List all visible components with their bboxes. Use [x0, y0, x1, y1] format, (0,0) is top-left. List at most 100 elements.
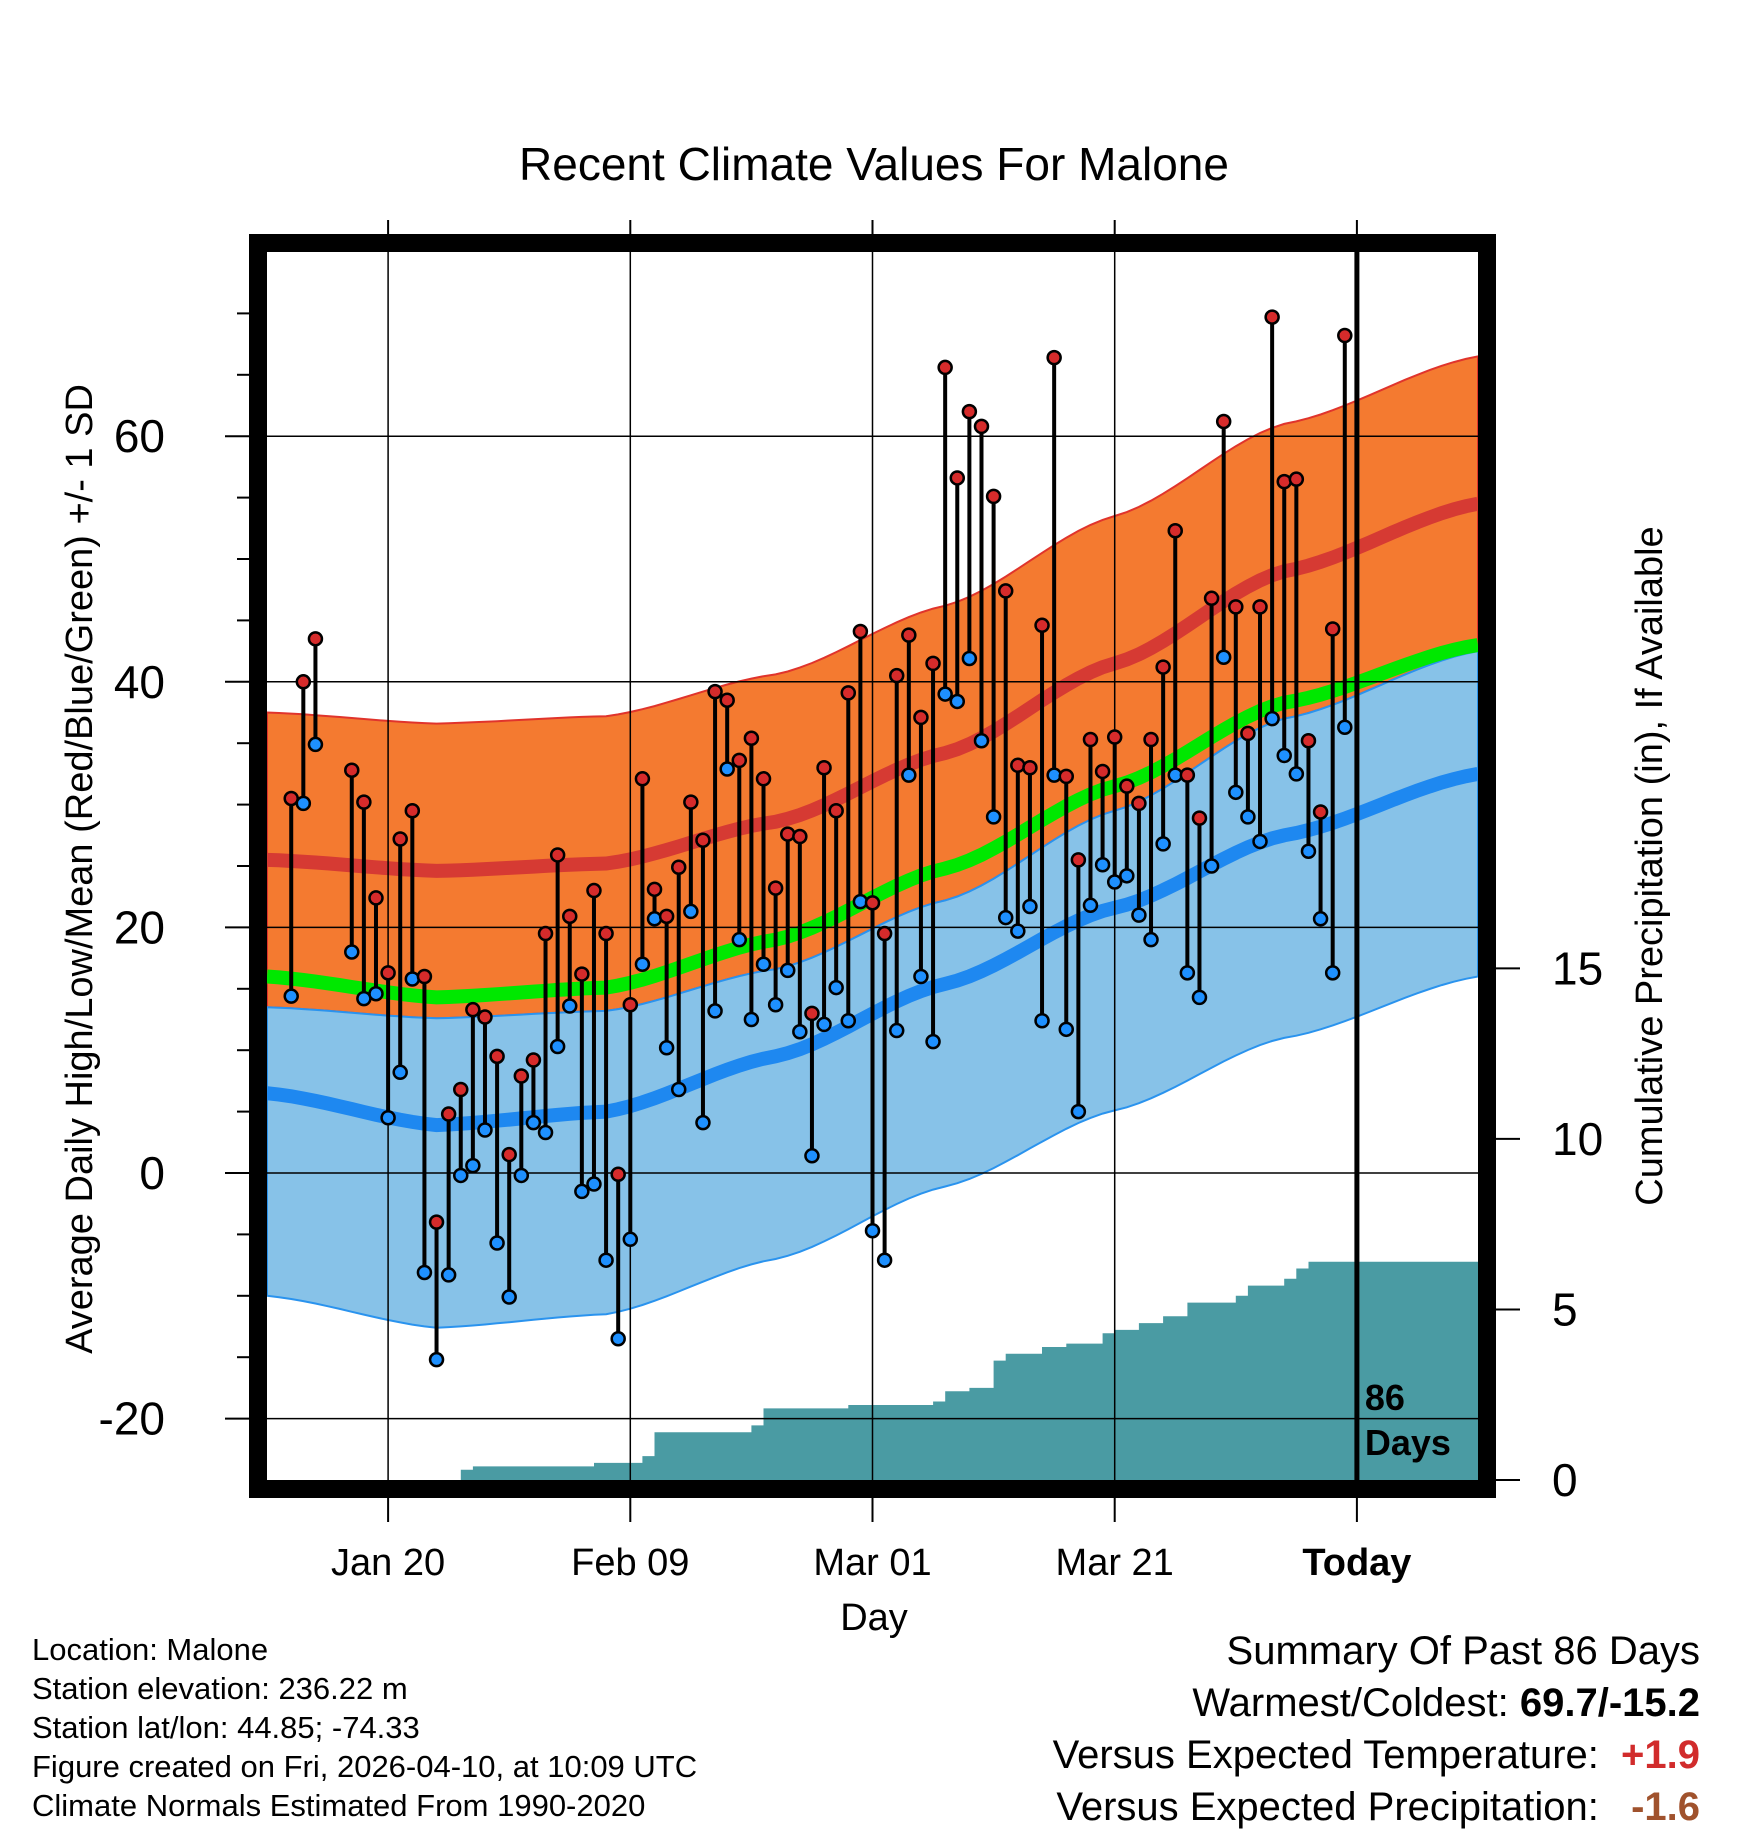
y-tick-label: 40 [114, 656, 165, 708]
daily-low-point [368, 985, 384, 1002]
daily-high-point [767, 880, 784, 896]
daily-low-point [1240, 809, 1256, 825]
daily-low-point [380, 1109, 396, 1126]
today-days-label: Days [1365, 1422, 1451, 1463]
daily-high-point [985, 488, 1002, 505]
daily-low-point [985, 809, 1002, 825]
daily-low-point [646, 911, 663, 927]
daily-high-point [683, 794, 699, 810]
daily-low-point [743, 1011, 760, 1028]
temp-label: Versus Expected Temperature: [1052, 1733, 1599, 1777]
daily-low-point [1276, 747, 1292, 764]
daily-high-point [1324, 621, 1341, 637]
daily-low-point [1228, 784, 1244, 801]
daily-low-point [344, 944, 360, 960]
daily-low-point [1070, 1103, 1087, 1120]
daily-high-point [1155, 659, 1171, 675]
daily-low-point [816, 1016, 832, 1033]
daily-low-point [670, 1081, 687, 1098]
daily-low-point [1119, 868, 1135, 884]
daily-high-point [1058, 768, 1075, 785]
daily-low-point [658, 1039, 675, 1056]
daily-high-point [416, 968, 433, 985]
info-normals: Climate Normals Estimated From 1990-2020 [32, 1788, 646, 1823]
daily-high-point [1046, 349, 1062, 366]
x-tick-label: Mar 21 [1056, 1542, 1174, 1584]
info-created: Figure created on Fri, 2026-04-10, at 10… [32, 1749, 698, 1784]
daily-high-point [295, 674, 312, 690]
info-elevation: Station elevation: 236.22 m [32, 1671, 408, 1706]
daily-high-point [840, 685, 857, 701]
daily-high-point [428, 1214, 445, 1230]
daily-high-point [658, 908, 675, 925]
daily-high-point [344, 762, 360, 778]
daily-low-point [549, 1038, 566, 1055]
daily-high-point [489, 1048, 505, 1065]
daily-high-point [501, 1146, 517, 1163]
y2-tick-label: 10 [1552, 1113, 1603, 1165]
daily-low-point [804, 1148, 820, 1164]
daily-low-point [1252, 833, 1268, 850]
daily-low-point [562, 998, 578, 1014]
daily-high-point [307, 631, 324, 647]
daily-low-point [683, 903, 699, 920]
daily-low-point [695, 1114, 711, 1131]
daily-high-point [549, 847, 566, 863]
daily-high-point [453, 1081, 469, 1098]
daily-low-point [1155, 836, 1171, 852]
daily-high-point [828, 802, 844, 819]
temp-value: +1.9 [1621, 1733, 1700, 1777]
summary-precip-row: Versus Expected Precipitation: -1.6 [1053, 1781, 1700, 1833]
daily-low-point [707, 1003, 723, 1019]
daily-high-point [1300, 732, 1317, 749]
daily-high-point [1215, 413, 1232, 430]
chart-title: Recent Climate Values For Malone [519, 138, 1229, 190]
daily-high-point [792, 828, 808, 845]
summary-warmest-row: Warmest/Coldest: 69.7/-15.2 [1053, 1677, 1700, 1729]
daily-low-point [574, 1183, 590, 1200]
daily-high-point [1010, 757, 1026, 774]
daily-low-point [719, 761, 735, 777]
daily-high-point [1034, 617, 1050, 634]
station-info: Location: Malone Station elevation: 236.… [32, 1630, 697, 1825]
daily-high-point [1022, 760, 1038, 776]
daily-low-point [1215, 649, 1232, 665]
daily-high-point [888, 667, 905, 684]
daily-low-point [840, 1012, 857, 1029]
daily-low-point [392, 1064, 408, 1081]
daily-low-point [828, 979, 844, 996]
summary-panel: Summary Of Past 86 Days Warmest/Coldest:… [1053, 1625, 1700, 1833]
summary-temp-row: Versus Expected Temperature: +1.9 [1053, 1729, 1700, 1781]
daily-high-point [598, 925, 614, 942]
daily-high-point [973, 418, 990, 435]
x-tick-label: Jan 20 [331, 1542, 445, 1584]
daily-high-point [997, 583, 1014, 599]
daily-high-point [634, 771, 651, 787]
daily-high-point [525, 1052, 542, 1068]
daily-low-point [731, 931, 748, 948]
daily-high-point [1191, 810, 1208, 826]
daily-low-point [1179, 965, 1196, 981]
daily-high-point [852, 623, 869, 640]
daily-low-point [1337, 719, 1353, 735]
daily-low-point [610, 1331, 626, 1347]
daily-low-point [283, 988, 299, 1004]
warmest-label: Warmest/Coldest: [1192, 1681, 1509, 1725]
y-axis-label: Average Daily High/Low/Mean (Red/Blue/Gr… [59, 384, 101, 1354]
daily-low-point [901, 767, 917, 783]
daily-high-point [1131, 795, 1147, 812]
x-axis-label: Day [840, 1597, 908, 1639]
daily-low-point [864, 1222, 881, 1239]
precip-area [267, 1261, 1478, 1480]
daily-low-point [501, 1289, 517, 1305]
daily-high-point [1252, 599, 1268, 615]
daily-high-point [562, 908, 578, 925]
daily-low-point [525, 1114, 542, 1131]
daily-high-point [1228, 599, 1244, 615]
daily-low-point [937, 686, 953, 702]
x-tick-label: Mar 01 [813, 1542, 931, 1584]
daily-low-point [598, 1252, 614, 1268]
daily-low-point [1288, 766, 1305, 782]
daily-low-point [779, 962, 796, 979]
